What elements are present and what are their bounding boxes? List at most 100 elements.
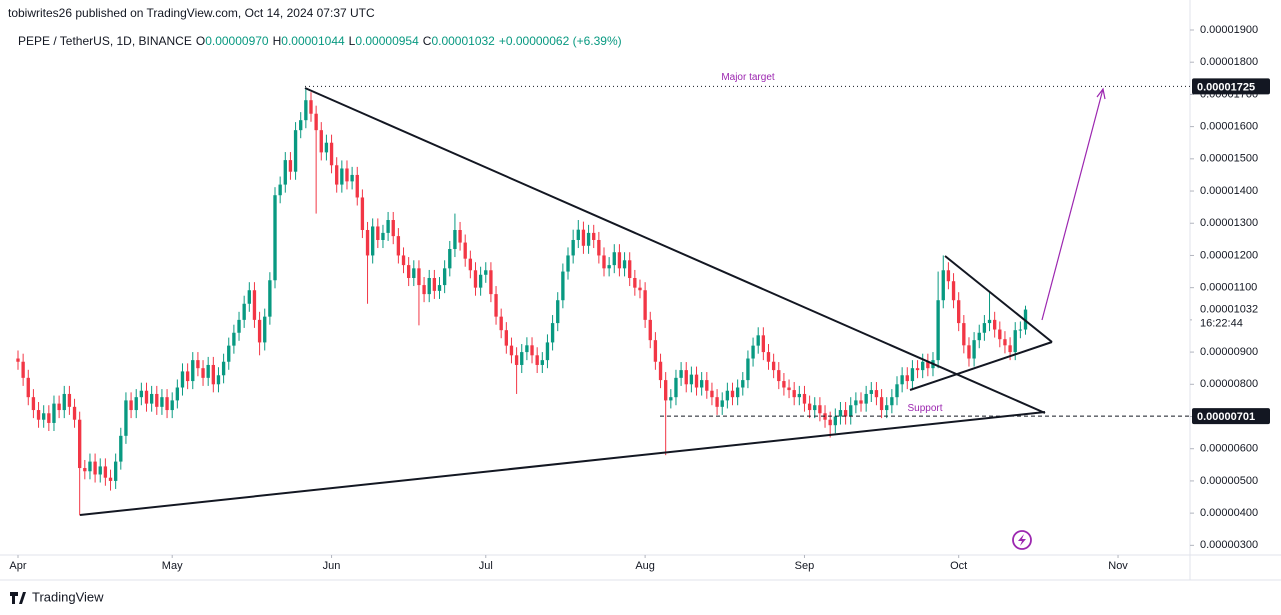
candle-body — [191, 360, 195, 382]
candle-body — [792, 390, 796, 398]
candle-body — [967, 345, 971, 359]
candle-body — [170, 400, 174, 411]
candle-body — [499, 316, 503, 331]
candle-body — [715, 397, 719, 407]
candle-body — [648, 319, 652, 341]
candle-body — [304, 100, 308, 121]
candle-body — [242, 303, 246, 320]
trend-line — [79, 411, 1046, 516]
candle-body — [900, 375, 904, 385]
candle-body — [586, 232, 591, 246]
candle-body — [329, 142, 334, 166]
candle-body — [504, 330, 508, 346]
candle-body — [828, 419, 832, 426]
candle-body — [998, 329, 1002, 340]
candle-body — [273, 195, 277, 281]
candle-body — [838, 410, 843, 417]
candle-body — [905, 375, 909, 382]
candle-body — [175, 387, 180, 401]
last-price-badge — [1192, 301, 1270, 332]
y-tick-label: 0.00001800 — [1200, 56, 1258, 68]
y-tick-label: 0.00001200 — [1200, 249, 1258, 261]
y-tick-label: 0.00001400 — [1200, 185, 1258, 197]
candle-body — [653, 340, 658, 362]
candle-body — [155, 393, 159, 407]
candle-body — [211, 364, 215, 385]
y-tick-label: 0.00001500 — [1200, 153, 1258, 165]
x-tick-label: Jun — [323, 560, 341, 572]
published-line: tobiwrites26 published on TradingView.co… — [8, 6, 375, 20]
candle-body — [31, 397, 36, 411]
candle-body — [669, 397, 673, 401]
ohlc-key: H — [273, 34, 282, 48]
candle-body — [592, 232, 596, 240]
candle-body — [957, 300, 961, 324]
candle-body — [514, 355, 519, 365]
candle-body — [992, 319, 997, 330]
candle-body — [412, 268, 416, 278]
candle-body — [550, 323, 555, 343]
candle-body — [473, 270, 478, 288]
lightning-icon — [1012, 530, 1032, 550]
candle-body — [833, 416, 837, 426]
y-tick-label: 0.00001100 — [1200, 282, 1257, 294]
candle-body — [232, 332, 236, 346]
candle-body — [83, 468, 87, 472]
candle-body — [859, 400, 863, 404]
brand-name: TradingView — [32, 589, 104, 604]
candle-body — [735, 387, 740, 398]
candle-body — [926, 361, 930, 369]
candle-body — [761, 335, 766, 353]
candle-body — [910, 368, 915, 382]
x-tick-label: Apr — [9, 560, 26, 572]
candle-body — [319, 130, 323, 153]
brand: TradingView — [10, 589, 104, 604]
candle-body — [962, 323, 966, 346]
ohlc-value: 0.00001032 — [431, 34, 495, 48]
candle-body — [160, 397, 164, 407]
candle-body — [818, 405, 822, 414]
candle-body — [299, 120, 303, 131]
y-tick-label: 0.00000800 — [1200, 378, 1258, 390]
drawings — [79, 87, 1053, 516]
candle-body — [797, 393, 802, 398]
candle-body — [252, 290, 257, 320]
candle-body — [658, 361, 663, 381]
candle-body — [345, 168, 349, 182]
candle-body — [108, 477, 113, 481]
candle-body — [268, 280, 272, 317]
candle-body — [340, 168, 344, 185]
candle-body — [448, 249, 452, 269]
symbol: PEPE / TetherUS, 1D, BINANCE — [18, 34, 192, 48]
candle-body — [263, 316, 267, 343]
candle-body — [484, 270, 488, 275]
candle-body — [597, 239, 601, 256]
trend-line — [944, 255, 1053, 343]
candle-body — [699, 380, 704, 388]
candle-body — [453, 230, 457, 250]
arrow — [1041, 87, 1106, 321]
candle-body — [540, 360, 544, 365]
candle-body — [664, 380, 668, 401]
trend-line — [304, 87, 1046, 414]
candle-body — [694, 374, 699, 388]
candle-body — [185, 371, 190, 382]
candle-body — [607, 265, 611, 269]
candle-body — [751, 345, 755, 359]
candle-body — [16, 358, 20, 362]
candle-body — [196, 360, 200, 369]
candle-body — [890, 397, 894, 406]
candle-body — [144, 390, 149, 404]
x-tick-label: Aug — [635, 560, 655, 572]
x-tick-label: May — [162, 560, 183, 572]
candle-body — [556, 300, 560, 324]
candle-body — [134, 397, 138, 411]
candle-body — [72, 406, 77, 420]
candle-body — [545, 342, 550, 361]
candle-body — [705, 380, 709, 391]
candle-body — [972, 340, 976, 359]
candle-body — [679, 370, 683, 378]
candle-body — [802, 393, 807, 404]
candle-body — [463, 242, 467, 259]
